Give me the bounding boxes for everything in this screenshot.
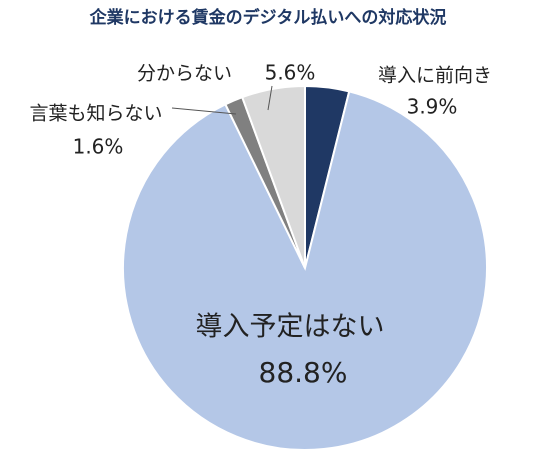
slice-label: 導入予定はない [196, 312, 385, 343]
slice-label: 言葉も知らない [29, 103, 162, 125]
slice-label: 導入に前向き [378, 65, 492, 87]
pie-slice [240, 84, 306, 269]
pie-slice [122, 90, 488, 451]
leader-line [267, 85, 273, 111]
chart-title: 企業における賃金のデジタル払いへの対応状況 [89, 7, 447, 28]
value-label: 5.6% [265, 61, 316, 85]
value-label: 1.6% [73, 135, 124, 159]
value-label: 3.9% [407, 95, 458, 119]
leader-line [171, 107, 237, 115]
value-label: 88.8% [259, 356, 348, 389]
slice-label: 分からない [137, 63, 232, 85]
